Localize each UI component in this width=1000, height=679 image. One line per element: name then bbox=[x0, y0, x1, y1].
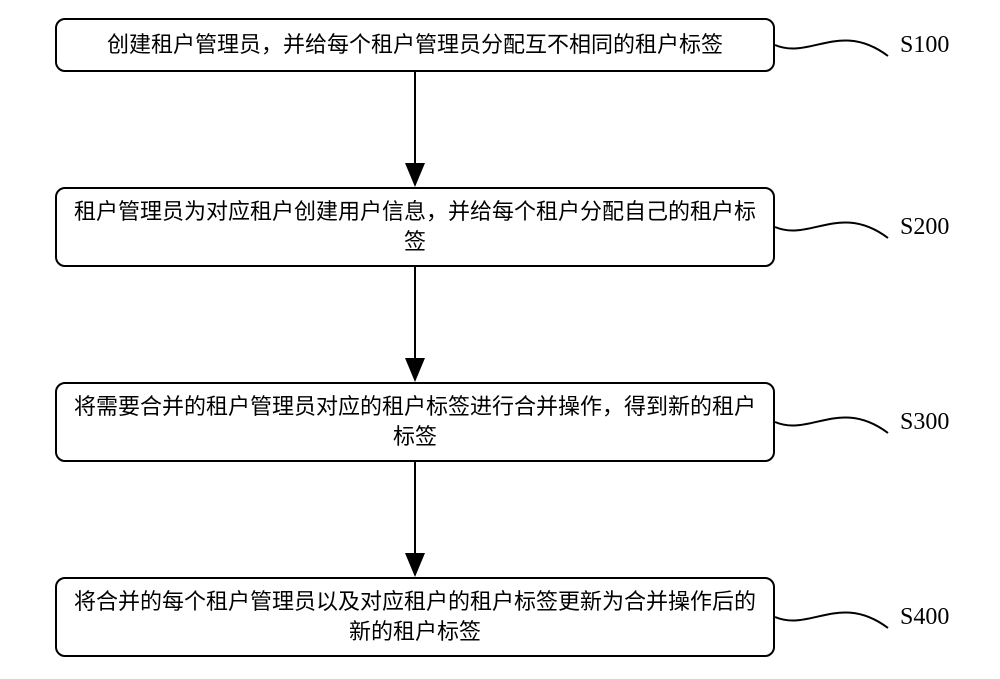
flow-node-text: 租户管理员为对应租户创建用户信息，并给每个租户分配自己的租户标签 bbox=[69, 197, 761, 256]
flow-node-text: 将合并的每个租户管理员以及对应租户的租户标签更新为合并操作后的新的租户标签 bbox=[69, 587, 761, 646]
step-label-s400: S400 bbox=[900, 604, 949, 631]
step-label-s100: S100 bbox=[900, 32, 949, 59]
connector-s200 bbox=[775, 222, 888, 238]
flow-node-text: 将需要合并的租户管理员对应的租户标签进行合并操作，得到新的租户标签 bbox=[69, 392, 761, 451]
flow-node-text: 创建租户管理员，并给每个租户管理员分配互不相同的租户标签 bbox=[107, 30, 723, 60]
step-label-s300: S300 bbox=[900, 409, 949, 436]
connector-s100 bbox=[775, 40, 888, 56]
connector-s300 bbox=[775, 417, 888, 433]
connector-s400 bbox=[775, 612, 888, 628]
step-label-s200: S200 bbox=[900, 214, 949, 241]
flowchart-canvas: 创建租户管理员，并给每个租户管理员分配互不相同的租户标签 租户管理员为对应租户创… bbox=[0, 0, 1000, 679]
flow-node-s100: 创建租户管理员，并给每个租户管理员分配互不相同的租户标签 bbox=[55, 18, 775, 72]
flow-node-s300: 将需要合并的租户管理员对应的租户标签进行合并操作，得到新的租户标签 bbox=[55, 382, 775, 462]
flow-node-s400: 将合并的每个租户管理员以及对应租户的租户标签更新为合并操作后的新的租户标签 bbox=[55, 577, 775, 657]
flow-node-s200: 租户管理员为对应租户创建用户信息，并给每个租户分配自己的租户标签 bbox=[55, 187, 775, 267]
